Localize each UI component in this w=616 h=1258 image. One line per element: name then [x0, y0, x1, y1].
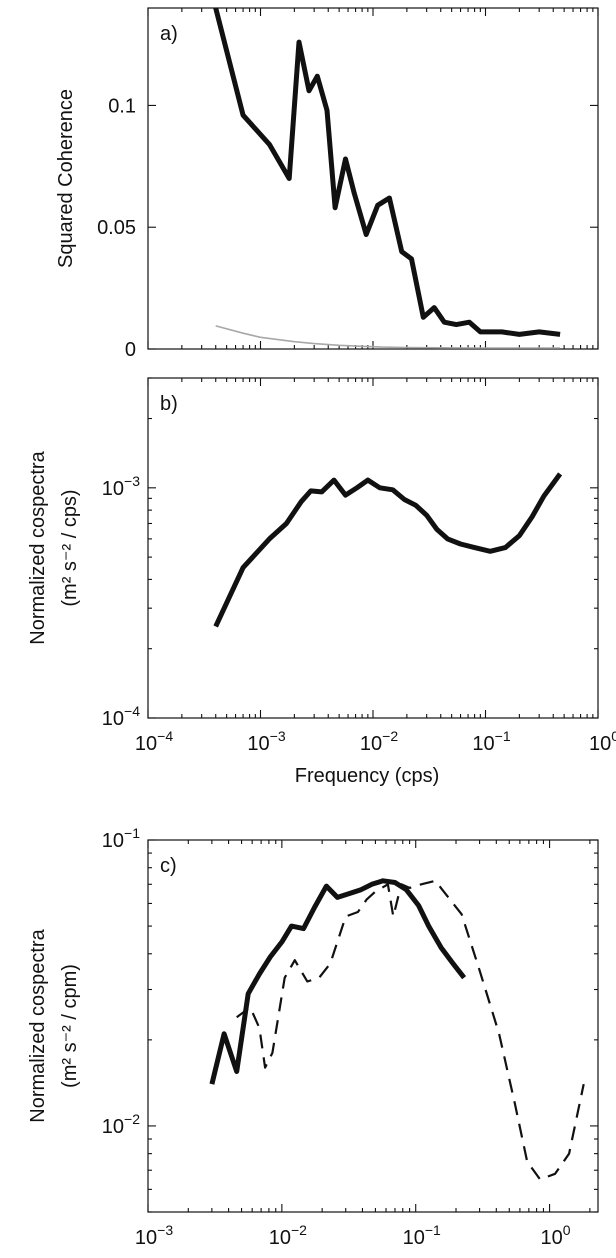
y-tick-label: 10−1: [102, 825, 140, 852]
x-tick-label-base: 10: [135, 1227, 157, 1249]
x-tick-label-base: 10: [541, 1227, 563, 1249]
x-tick-label-base: 10: [403, 1227, 425, 1249]
series-group: [213, 472, 563, 628]
y-axis-label-line2: (m² s⁻² / cpm): [59, 964, 81, 1088]
y-tick-label: 10−2: [102, 1111, 140, 1138]
x-tick-label-base: 10: [135, 733, 157, 755]
y-tick-label-base: 10: [102, 1116, 124, 1138]
x-tick-label-base: 10: [360, 733, 382, 755]
x-tick-label: 10−2: [269, 1222, 307, 1249]
x-tick-label-exp: 0: [611, 728, 616, 744]
panel-label: b): [160, 393, 178, 415]
x-tick-label: 10−4: [135, 728, 173, 755]
y-tick-label: 10−3: [102, 473, 140, 500]
series-group: [209, 878, 585, 1181]
y-axis-label: Squared Coherence: [55, 89, 77, 268]
x-tick-label-exp: −4: [157, 728, 173, 744]
y-tick-label: 0: [125, 339, 136, 361]
y-tick-label-base: 10: [102, 708, 124, 730]
y-tick-label: 0.1: [108, 95, 136, 117]
y-tick-label-exp: −4: [124, 703, 140, 719]
y-tick-label-exp: −3: [124, 473, 140, 489]
x-tick-label-base: 10: [247, 733, 269, 755]
x-tick-label-exp: −2: [291, 1222, 307, 1238]
panel-a: 0 0.05 0.1 a) Squared Coherence: [55, 7, 599, 361]
plot-frame: [147, 7, 599, 350]
x-tick-label-exp: −3: [157, 1222, 173, 1238]
x-tick-label-exp: −2: [382, 728, 398, 744]
y-tick-label-base: 10: [102, 478, 124, 500]
x-tick-label: 10−1: [472, 728, 510, 755]
x-tick-label: 10−1: [403, 1222, 441, 1249]
x-tick-label-base: 10: [269, 1227, 291, 1249]
series-line-0: [213, 472, 563, 628]
plot-frame: [147, 377, 599, 719]
y-axis-label-line2: (m² s⁻² / cps): [59, 489, 81, 606]
y-tick-label: 0.05: [97, 217, 136, 239]
panel-label: c): [160, 855, 177, 877]
series-line-0: [209, 878, 467, 1085]
x-tick-label: 100: [541, 1222, 571, 1249]
x-axis-label: Frequency (cps): [295, 765, 440, 787]
y-tick-label-base: 10: [102, 830, 124, 852]
panel-label: a): [160, 23, 178, 45]
x-tick-label: 10−3: [247, 728, 285, 755]
series-group: [213, 7, 561, 349]
x-tick-label-exp: −3: [270, 728, 286, 744]
x-tick-label: 10−3: [135, 1222, 173, 1249]
series-line-1: [215, 325, 561, 349]
x-tick-label-base: 10: [589, 733, 611, 755]
x-tick-label-exp: 0: [563, 1222, 571, 1238]
series-line-0: [213, 7, 561, 337]
series-line-1: [236, 879, 585, 1181]
y-tick-label: 10−4: [102, 703, 140, 730]
x-tick-label-exp: −1: [425, 1222, 441, 1238]
y-axis-label-line1: Normalized cospectra: [27, 928, 49, 1122]
x-tick-label: 100: [589, 728, 616, 755]
plot-frame: [147, 839, 599, 1213]
y-tick-label-exp: −1: [124, 825, 140, 841]
x-tick-label-base: 10: [472, 733, 494, 755]
x-tick-label: 10−2: [360, 728, 398, 755]
y-tick-label-exp: −2: [124, 1111, 140, 1127]
x-tick-label-exp: −1: [495, 728, 511, 744]
y-axis-label-line1: Normalized cospectra: [27, 450, 49, 644]
